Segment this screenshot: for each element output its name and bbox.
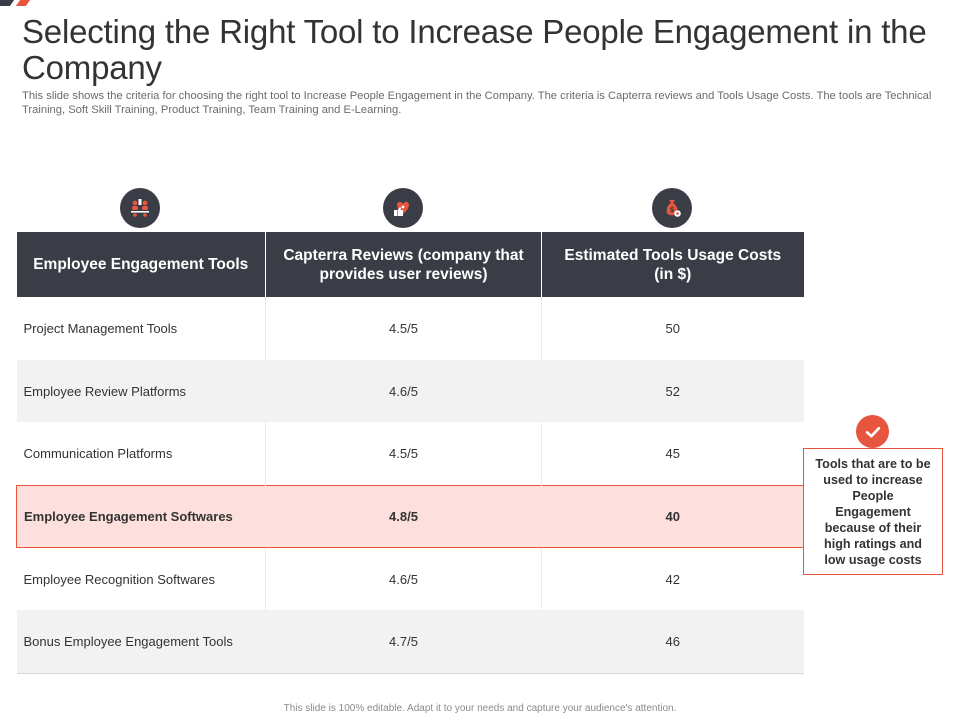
tool-name: Communication Platforms — [23, 445, 173, 461]
review-score: 4.7/5 — [265, 610, 542, 674]
table-row: Communication Platforms 4.5/5 45 — [17, 422, 804, 486]
table-row-highlighted: Employee Engagement Softwares 4.8/5 40 — [16, 484, 804, 549]
callout-box: Tools that are to be used to increase Pe… — [803, 448, 943, 575]
review-score: 4.8/5 — [265, 484, 542, 549]
tool-name: Employee Recognition Softwares — [23, 571, 216, 587]
money-bag-gear-icon: $ — [652, 188, 692, 228]
team-meeting-icon — [120, 188, 160, 228]
review-score: 4.6/5 — [265, 547, 542, 611]
header-reviews: Capterra Reviews (company that provides … — [265, 232, 542, 297]
table-header-row: Employee Engagement Tools Capterra Revie… — [16, 232, 804, 297]
usage-cost: 42 — [541, 547, 804, 611]
svg-text:$: $ — [670, 206, 675, 214]
checkmark-icon — [856, 415, 889, 448]
usage-cost: 50 — [541, 297, 804, 360]
header-tools: Employee Engagement Tools — [16, 232, 266, 297]
usage-cost: 52 — [541, 359, 804, 423]
table-row: Employee Review Platforms 4.6/5 52 — [16, 359, 804, 423]
table-row: Employee Recognition Softwares 4.6/5 42 — [17, 547, 804, 611]
table-row: Bonus Employee Engagement Tools 4.7/5 46 — [16, 610, 804, 674]
tool-name: Employee Engagement Softwares — [16, 484, 266, 549]
heart-thumbs-up-icon — [383, 188, 423, 228]
review-score: 4.6/5 — [265, 359, 542, 423]
callout-text: Tools that are to be used to increase Pe… — [815, 456, 931, 567]
tools-table: Employee Engagement Tools Capterra Revie… — [16, 232, 804, 674]
header-costs: Estimated Tools Usage Costs (in $) — [541, 232, 804, 297]
slide-footer: This slide is 100% editable. Adapt it to… — [283, 703, 677, 714]
tool-name: Project Management Tools — [23, 320, 178, 336]
usage-cost: 40 — [541, 484, 804, 549]
review-score: 4.5/5 — [265, 422, 542, 486]
tool-name: Bonus Employee Engagement Tools — [16, 610, 266, 674]
slide-title: Selecting the Right Tool to Increase Peo… — [22, 13, 927, 86]
usage-cost: 46 — [541, 610, 804, 674]
review-score: 4.5/5 — [265, 297, 542, 360]
corner-accent — [0, 0, 40, 6]
slide-subtitle: This slide shows the criteria for choosi… — [22, 90, 932, 116]
usage-cost: 45 — [541, 422, 804, 486]
tool-name: Employee Review Platforms — [16, 359, 266, 423]
table-row: Project Management Tools 4.5/5 50 — [17, 297, 804, 360]
